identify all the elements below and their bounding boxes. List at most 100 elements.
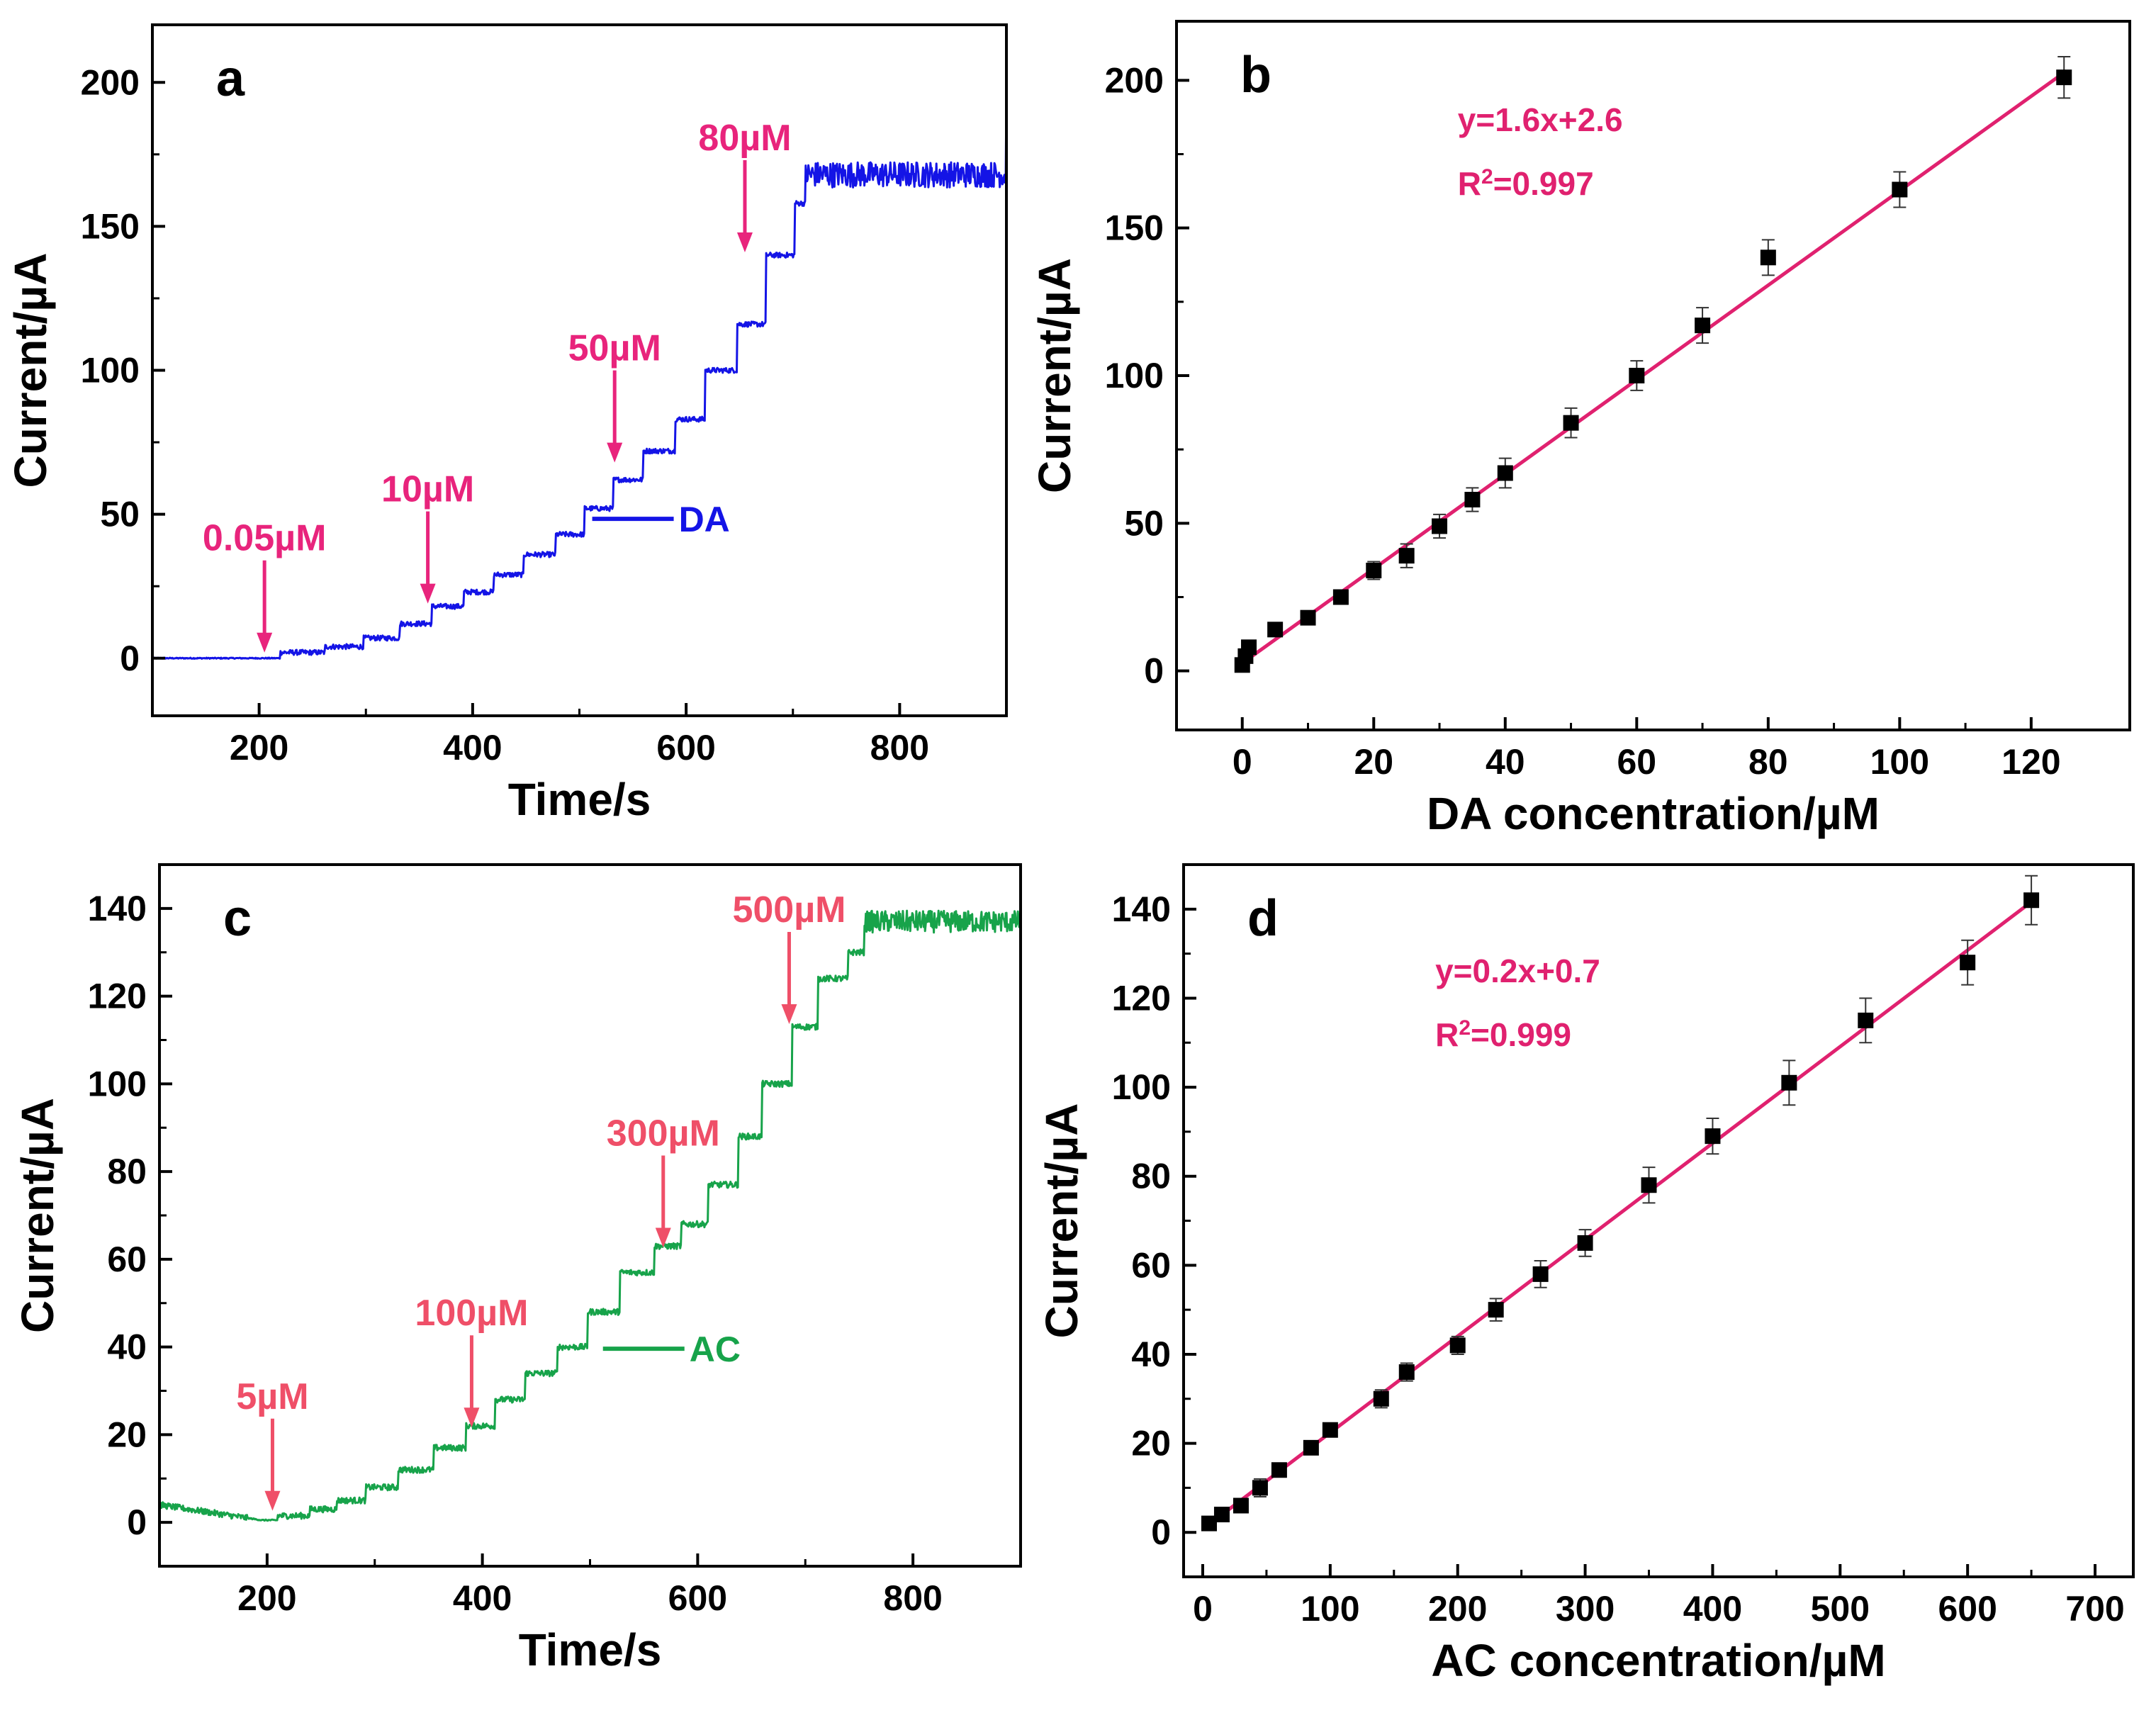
x-tick-label-b-3: 60 xyxy=(1617,742,1656,782)
annotation-arrow-head-1 xyxy=(464,1407,480,1428)
y-tick-label-b-4: 200 xyxy=(1105,60,1164,100)
panel-d-letter: d xyxy=(1247,890,1279,947)
panel-d-r2-label: R xyxy=(1435,1016,1459,1053)
panel-b-y-axis-title: Current/µA xyxy=(1029,258,1080,493)
data-point-2 xyxy=(1241,639,1257,656)
data-point-10 xyxy=(1497,465,1513,481)
x-tick-label-b-6: 120 xyxy=(2001,742,2060,782)
x-tick-label-b-5: 100 xyxy=(1870,742,1929,782)
y-tick-label-a-3: 150 xyxy=(81,206,140,246)
chart-panel-c: 200 400 600 800 0 20 40 60 80 100 120 140 5µM 100µM 3… xyxy=(12,863,1022,1675)
y-tick-label-d-1: 20 xyxy=(1131,1424,1171,1463)
panel-c-data xyxy=(158,909,1022,1522)
annotation-label-3: 80µM xyxy=(698,118,791,159)
panel-d-x-axis-title: AC concentration/µM xyxy=(1431,1635,1885,1686)
data-point-3 xyxy=(1252,1480,1268,1496)
panel-c-y-axis-title: Current/µA xyxy=(12,1098,63,1333)
y-tick-label-c-6: 120 xyxy=(88,977,147,1016)
panel-b-r2-superscript: 2 xyxy=(1481,165,1493,189)
data-point-15 xyxy=(1781,1074,1797,1091)
data-point-0 xyxy=(1201,1515,1217,1531)
y-tick-label-c-1: 20 xyxy=(107,1415,147,1454)
x-tick-label-a-3: 800 xyxy=(870,728,929,768)
chart-panel-d: 0 100 200 300 400 500 600 700 0 20 40 60 80 100 120 140… xyxy=(1036,863,2135,1686)
data-point-17 xyxy=(1960,955,1976,971)
data-point-12 xyxy=(1629,368,1645,383)
y-tick-label-c-2: 40 xyxy=(107,1327,147,1367)
series-line-DA xyxy=(152,88,1008,660)
panel-c-letter: c xyxy=(223,890,252,947)
panel-a-data xyxy=(152,88,1008,660)
y-tick-label-d-4: 80 xyxy=(1131,1157,1171,1196)
y-tick-label-d-5: 100 xyxy=(1112,1067,1171,1107)
series-line-AC xyxy=(158,909,1022,1522)
y-tick-label-c-5: 100 xyxy=(88,1064,147,1103)
y-tick-label-d-2: 40 xyxy=(1131,1334,1171,1374)
y-tick-label-d-7: 140 xyxy=(1112,889,1171,929)
y-tick-label-b-0: 0 xyxy=(1144,651,1164,691)
x-tick-label-c-3: 800 xyxy=(883,1578,942,1618)
x-tick-label-d-5: 500 xyxy=(1811,1589,1870,1629)
y-tick-label-a-2: 100 xyxy=(81,351,140,390)
y-tick-label-d-0: 0 xyxy=(1151,1512,1171,1552)
x-tick-label-a-1: 400 xyxy=(443,728,502,768)
data-point-6 xyxy=(1366,563,1382,578)
panel-c-ticks: 200 400 600 800 0 20 40 60 80 100 120 140 xyxy=(88,889,943,1618)
data-point-13 xyxy=(1641,1177,1657,1193)
x-tick-label-b-2: 40 xyxy=(1486,742,1525,782)
panel-d-data xyxy=(1201,875,2040,1531)
y-tick-label-a-4: 200 xyxy=(81,62,140,102)
panel-a-ticks: 200 400 600 800 0 50 100 150 200 xyxy=(81,62,930,768)
x-tick-label-d-6: 600 xyxy=(1938,1589,1997,1629)
data-point-15 xyxy=(1892,181,1908,198)
panel-d-r2-superscript: 2 xyxy=(1459,1016,1471,1039)
annotation-arrow-head-3 xyxy=(736,232,753,252)
annotation-arrow-head-2 xyxy=(655,1227,671,1248)
annotation-arrow-head-3 xyxy=(781,1004,797,1024)
panel-a-annotations: 0.05µM 10µM 50µM 80µM xyxy=(203,118,792,653)
y-tick-label-a-0: 0 xyxy=(120,639,140,678)
data-point-13 xyxy=(1695,317,1711,334)
annotation-label-2: 50µM xyxy=(568,328,661,369)
data-point-5 xyxy=(1303,1439,1319,1456)
data-point-4 xyxy=(1300,609,1316,626)
panel-a-letter: a xyxy=(216,50,245,107)
panel-c-legend: AC xyxy=(602,1330,741,1369)
annotation-label-0: 0.05µM xyxy=(203,518,326,559)
fit-line xyxy=(1201,900,2033,1531)
data-point-14 xyxy=(1760,249,1776,266)
data-point-12 xyxy=(1577,1235,1593,1251)
annotation-arrow-head-1 xyxy=(420,583,436,604)
panel-b-data xyxy=(1234,56,2072,673)
panel-a-x-axis-title: Time/s xyxy=(508,774,651,825)
data-point-8 xyxy=(1432,518,1448,534)
y-tick-label-c-3: 60 xyxy=(107,1240,147,1279)
panel-a-legend-label: DA xyxy=(679,500,730,539)
annotation-arrow-head-2 xyxy=(607,442,623,463)
x-tick-label-d-2: 200 xyxy=(1428,1589,1487,1629)
data-point-9 xyxy=(1464,492,1481,507)
x-tick-label-c-0: 200 xyxy=(237,1578,296,1618)
chart-panel-b: 0 20 40 60 80 100 120 0 50 100 150 200 y=1.6x+2.6 R… xyxy=(1029,20,2131,839)
x-tick-label-d-4: 400 xyxy=(1683,1589,1742,1629)
panel-a-y-axis-title: Current/µA xyxy=(5,253,56,488)
y-tick-label-c-4: 80 xyxy=(107,1152,147,1191)
annotation-label-0: 5µM xyxy=(236,1376,308,1417)
y-tick-label-a-1: 50 xyxy=(100,495,140,534)
data-point-7 xyxy=(1373,1390,1389,1407)
panel-c-legend-label: AC xyxy=(690,1330,741,1369)
data-point-2 xyxy=(1233,1497,1249,1514)
panel-b-x-axis-title: DA concentration/µM xyxy=(1427,788,1880,839)
x-tick-label-d-1: 100 xyxy=(1301,1589,1359,1629)
panel-b-fit-equation: y=1.6x+2.6 xyxy=(1458,101,1623,138)
chart-panel-a: 200 400 600 800 0 50 100 150 200 0.05µM 10µM 50µM 8… xyxy=(5,23,1008,825)
annotation-arrow-head-0 xyxy=(257,632,273,653)
panel-b-ticks: 0 20 40 60 80 100 120 0 50 100 150 200 xyxy=(1105,60,2061,782)
data-point-16 xyxy=(1858,1012,1874,1028)
y-tick-label-d-6: 120 xyxy=(1112,978,1171,1018)
x-tick-label-c-2: 600 xyxy=(668,1578,727,1618)
annotation-label-1: 10µM xyxy=(381,469,474,510)
panel-a-legend: DA xyxy=(592,500,730,539)
